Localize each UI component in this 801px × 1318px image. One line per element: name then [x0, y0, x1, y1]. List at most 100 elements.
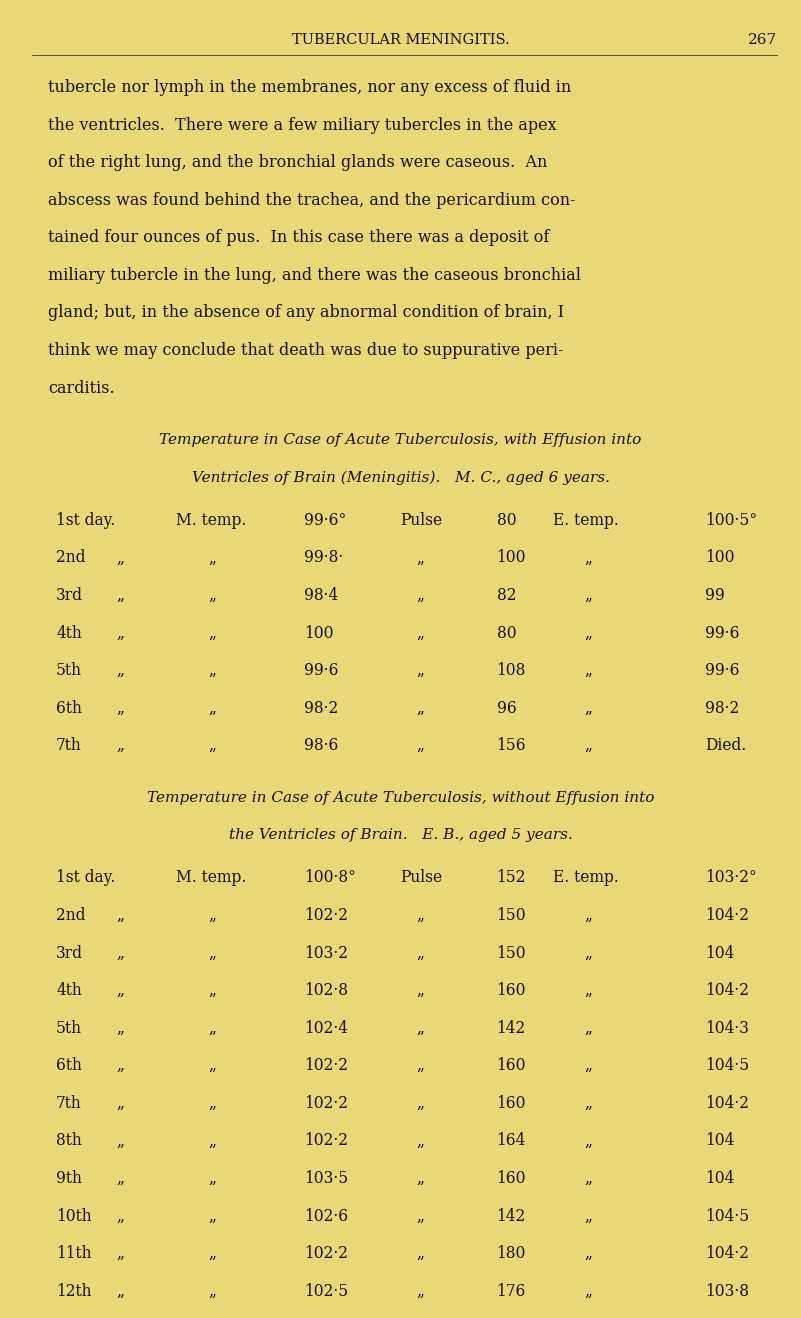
Text: „: „	[116, 737, 124, 754]
Text: 1st day.: 1st day.	[56, 511, 115, 529]
Text: tubercle nor lymph in the membranes, nor any excess of fluid in: tubercle nor lymph in the membranes, nor…	[48, 79, 571, 96]
Text: „: „	[585, 1170, 593, 1188]
Text: „: „	[116, 1282, 124, 1300]
Text: 150: 150	[497, 907, 526, 924]
Text: 99·6: 99·6	[705, 625, 739, 642]
Text: Pulse: Pulse	[400, 870, 443, 887]
Text: 80: 80	[497, 625, 517, 642]
Text: 6th: 6th	[56, 1057, 82, 1074]
Text: Temperature in Case of Acute Tuberculosis, with Effusion into: Temperature in Case of Acute Tuberculosi…	[159, 432, 642, 447]
Text: „: „	[417, 1170, 425, 1188]
Text: 5th: 5th	[56, 1020, 82, 1037]
Text: 104: 104	[705, 1132, 735, 1149]
Text: „: „	[116, 1095, 124, 1112]
Text: „: „	[208, 1095, 216, 1112]
Text: 100: 100	[705, 550, 735, 567]
Text: „: „	[208, 662, 216, 679]
Text: „: „	[585, 737, 593, 754]
Text: 104: 104	[705, 1170, 735, 1188]
Text: the ventricles.  There were a few miliary tubercles in the apex: the ventricles. There were a few miliary…	[48, 117, 557, 133]
Text: 142: 142	[497, 1207, 526, 1224]
Text: 102·2: 102·2	[304, 1057, 348, 1074]
Text: 3rd: 3rd	[56, 945, 83, 962]
Text: „: „	[585, 1246, 593, 1263]
Text: „: „	[208, 907, 216, 924]
Text: 100: 100	[304, 625, 334, 642]
Text: „: „	[417, 1282, 425, 1300]
Text: 102·2: 102·2	[304, 907, 348, 924]
Text: 104·2: 104·2	[705, 907, 749, 924]
Text: 5th: 5th	[56, 662, 82, 679]
Text: M. temp.: M. temp.	[176, 511, 247, 529]
Text: „: „	[585, 1095, 593, 1112]
Text: 160: 160	[497, 1057, 526, 1074]
Text: think we may conclude that death was due to suppurative peri-: think we may conclude that death was due…	[48, 341, 564, 358]
Text: 3rd: 3rd	[56, 587, 83, 604]
Text: 8th: 8th	[56, 1132, 82, 1149]
Text: Ventricles of Brain (Meningitis).   M. C., aged 6 years.: Ventricles of Brain (Meningitis). M. C.,…	[191, 471, 610, 485]
Text: 103·2: 103·2	[304, 945, 348, 962]
Text: „: „	[116, 1246, 124, 1263]
Text: 102·2: 102·2	[304, 1095, 348, 1112]
Text: 2nd: 2nd	[56, 550, 86, 567]
Text: Died.: Died.	[705, 737, 746, 754]
Text: „: „	[417, 1246, 425, 1263]
Text: „: „	[208, 982, 216, 999]
Text: „: „	[585, 662, 593, 679]
Text: „: „	[417, 1095, 425, 1112]
Text: „: „	[417, 1057, 425, 1074]
Text: 6th: 6th	[56, 700, 82, 717]
Text: 99·6°: 99·6°	[304, 511, 347, 529]
Text: 104: 104	[705, 945, 735, 962]
Text: 104·2: 104·2	[705, 1095, 749, 1112]
Text: 82: 82	[497, 587, 516, 604]
Text: „: „	[116, 700, 124, 717]
Text: 4th: 4th	[56, 982, 82, 999]
Text: „: „	[208, 700, 216, 717]
Text: 11th: 11th	[56, 1246, 91, 1263]
Text: „: „	[417, 550, 425, 567]
Text: 180: 180	[497, 1246, 526, 1263]
Text: 98·4: 98·4	[304, 587, 339, 604]
Text: 108: 108	[497, 662, 526, 679]
Text: 99·8·: 99·8·	[304, 550, 344, 567]
Text: 104·3: 104·3	[705, 1020, 749, 1037]
Text: „: „	[116, 982, 124, 999]
Text: „: „	[116, 1020, 124, 1037]
Text: „: „	[116, 587, 124, 604]
Text: abscess was found behind the trachea, and the pericardium con-: abscess was found behind the trachea, an…	[48, 191, 576, 208]
Text: „: „	[585, 1057, 593, 1074]
Text: 100·8°: 100·8°	[304, 870, 356, 887]
Text: 100: 100	[497, 550, 526, 567]
Text: „: „	[208, 1170, 216, 1188]
Text: 1st day.: 1st day.	[56, 870, 115, 887]
Text: 102·6: 102·6	[304, 1207, 348, 1224]
Text: „: „	[208, 1282, 216, 1300]
Text: 2nd: 2nd	[56, 907, 86, 924]
Text: „: „	[208, 945, 216, 962]
Text: „: „	[585, 907, 593, 924]
Text: Temperature in Case of Acute Tuberculosis, without Effusion into: Temperature in Case of Acute Tuberculosi…	[147, 791, 654, 804]
Text: 96: 96	[497, 700, 517, 717]
Text: „: „	[116, 1170, 124, 1188]
Text: 99·6: 99·6	[304, 662, 339, 679]
Text: the Ventricles of Brain.   E. B., aged 5 years.: the Ventricles of Brain. E. B., aged 5 y…	[228, 828, 573, 842]
Text: „: „	[116, 625, 124, 642]
Text: „: „	[208, 1132, 216, 1149]
Text: „: „	[585, 982, 593, 999]
Text: E. temp.: E. temp.	[553, 511, 618, 529]
Text: 156: 156	[497, 737, 526, 754]
Text: „: „	[585, 945, 593, 962]
Text: tained four ounces of pus.  In this case there was a deposit of: tained four ounces of pus. In this case …	[48, 229, 549, 246]
Text: „: „	[208, 737, 216, 754]
Text: 104·2: 104·2	[705, 1246, 749, 1263]
Text: „: „	[417, 982, 425, 999]
Text: „: „	[417, 625, 425, 642]
Text: „: „	[585, 1132, 593, 1149]
Text: 99·6: 99·6	[705, 662, 739, 679]
Text: 176: 176	[497, 1282, 526, 1300]
Text: 4th: 4th	[56, 625, 82, 642]
Text: 104·5: 104·5	[705, 1057, 749, 1074]
Text: 7th: 7th	[56, 737, 82, 754]
Text: „: „	[116, 945, 124, 962]
